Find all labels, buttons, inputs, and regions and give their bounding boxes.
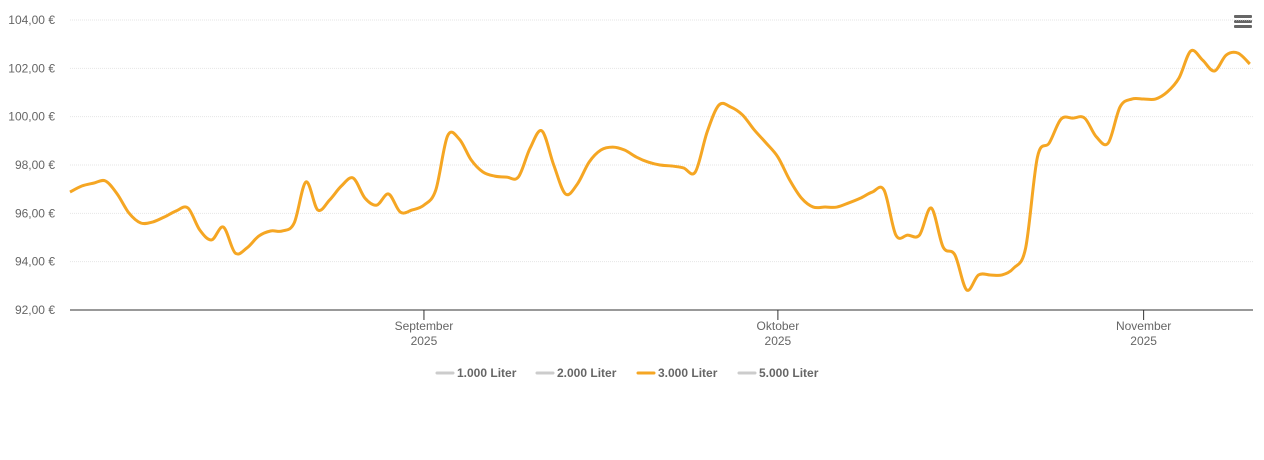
x-tick-label: November 2025 <box>1116 319 1171 348</box>
x-tick-label-line: November <box>1116 319 1171 333</box>
x-tick-label-line: 2025 <box>411 334 438 348</box>
x-tick-label-line: September <box>395 319 454 333</box>
x-tick-label-line: 2025 <box>765 334 792 348</box>
series-line <box>69 48 1251 292</box>
menu-bar <box>1234 20 1252 23</box>
y-tick-label: 94,00 € <box>15 255 55 269</box>
y-tick-label: 92,00 € <box>15 303 55 317</box>
legend-label: 5.000 Liter <box>759 366 819 380</box>
menu-bar <box>1234 15 1252 18</box>
y-tick-label: 102,00 € <box>8 61 55 75</box>
legend-label: 3.000 Liter <box>658 366 718 380</box>
menu-icon[interactable] <box>1234 15 1252 28</box>
x-tick-label: September 2025 <box>395 319 454 348</box>
y-tick-label: 100,00 € <box>8 110 55 124</box>
legend-item[interactable]: 5.000 Liter <box>737 366 819 380</box>
x-tick-label-line: 2025 <box>1130 334 1157 348</box>
legend-label: 2.000 Liter <box>557 366 617 380</box>
y-tick-label: 104,00 € <box>8 13 55 27</box>
legend-label: 1.000 Liter <box>457 366 517 380</box>
y-tick-label: 96,00 € <box>15 206 55 220</box>
x-tick-label: Oktober 2025 <box>757 319 800 348</box>
x-tick-label-line: Oktober <box>757 319 800 333</box>
y-tick-label: 98,00 € <box>15 158 55 172</box>
legend-item[interactable]: 1.000 Liter <box>435 366 517 380</box>
legend-item[interactable]: 3.000 Liter <box>636 366 718 380</box>
legend-item[interactable]: 2.000 Liter <box>535 366 617 380</box>
menu-bar <box>1234 25 1252 28</box>
